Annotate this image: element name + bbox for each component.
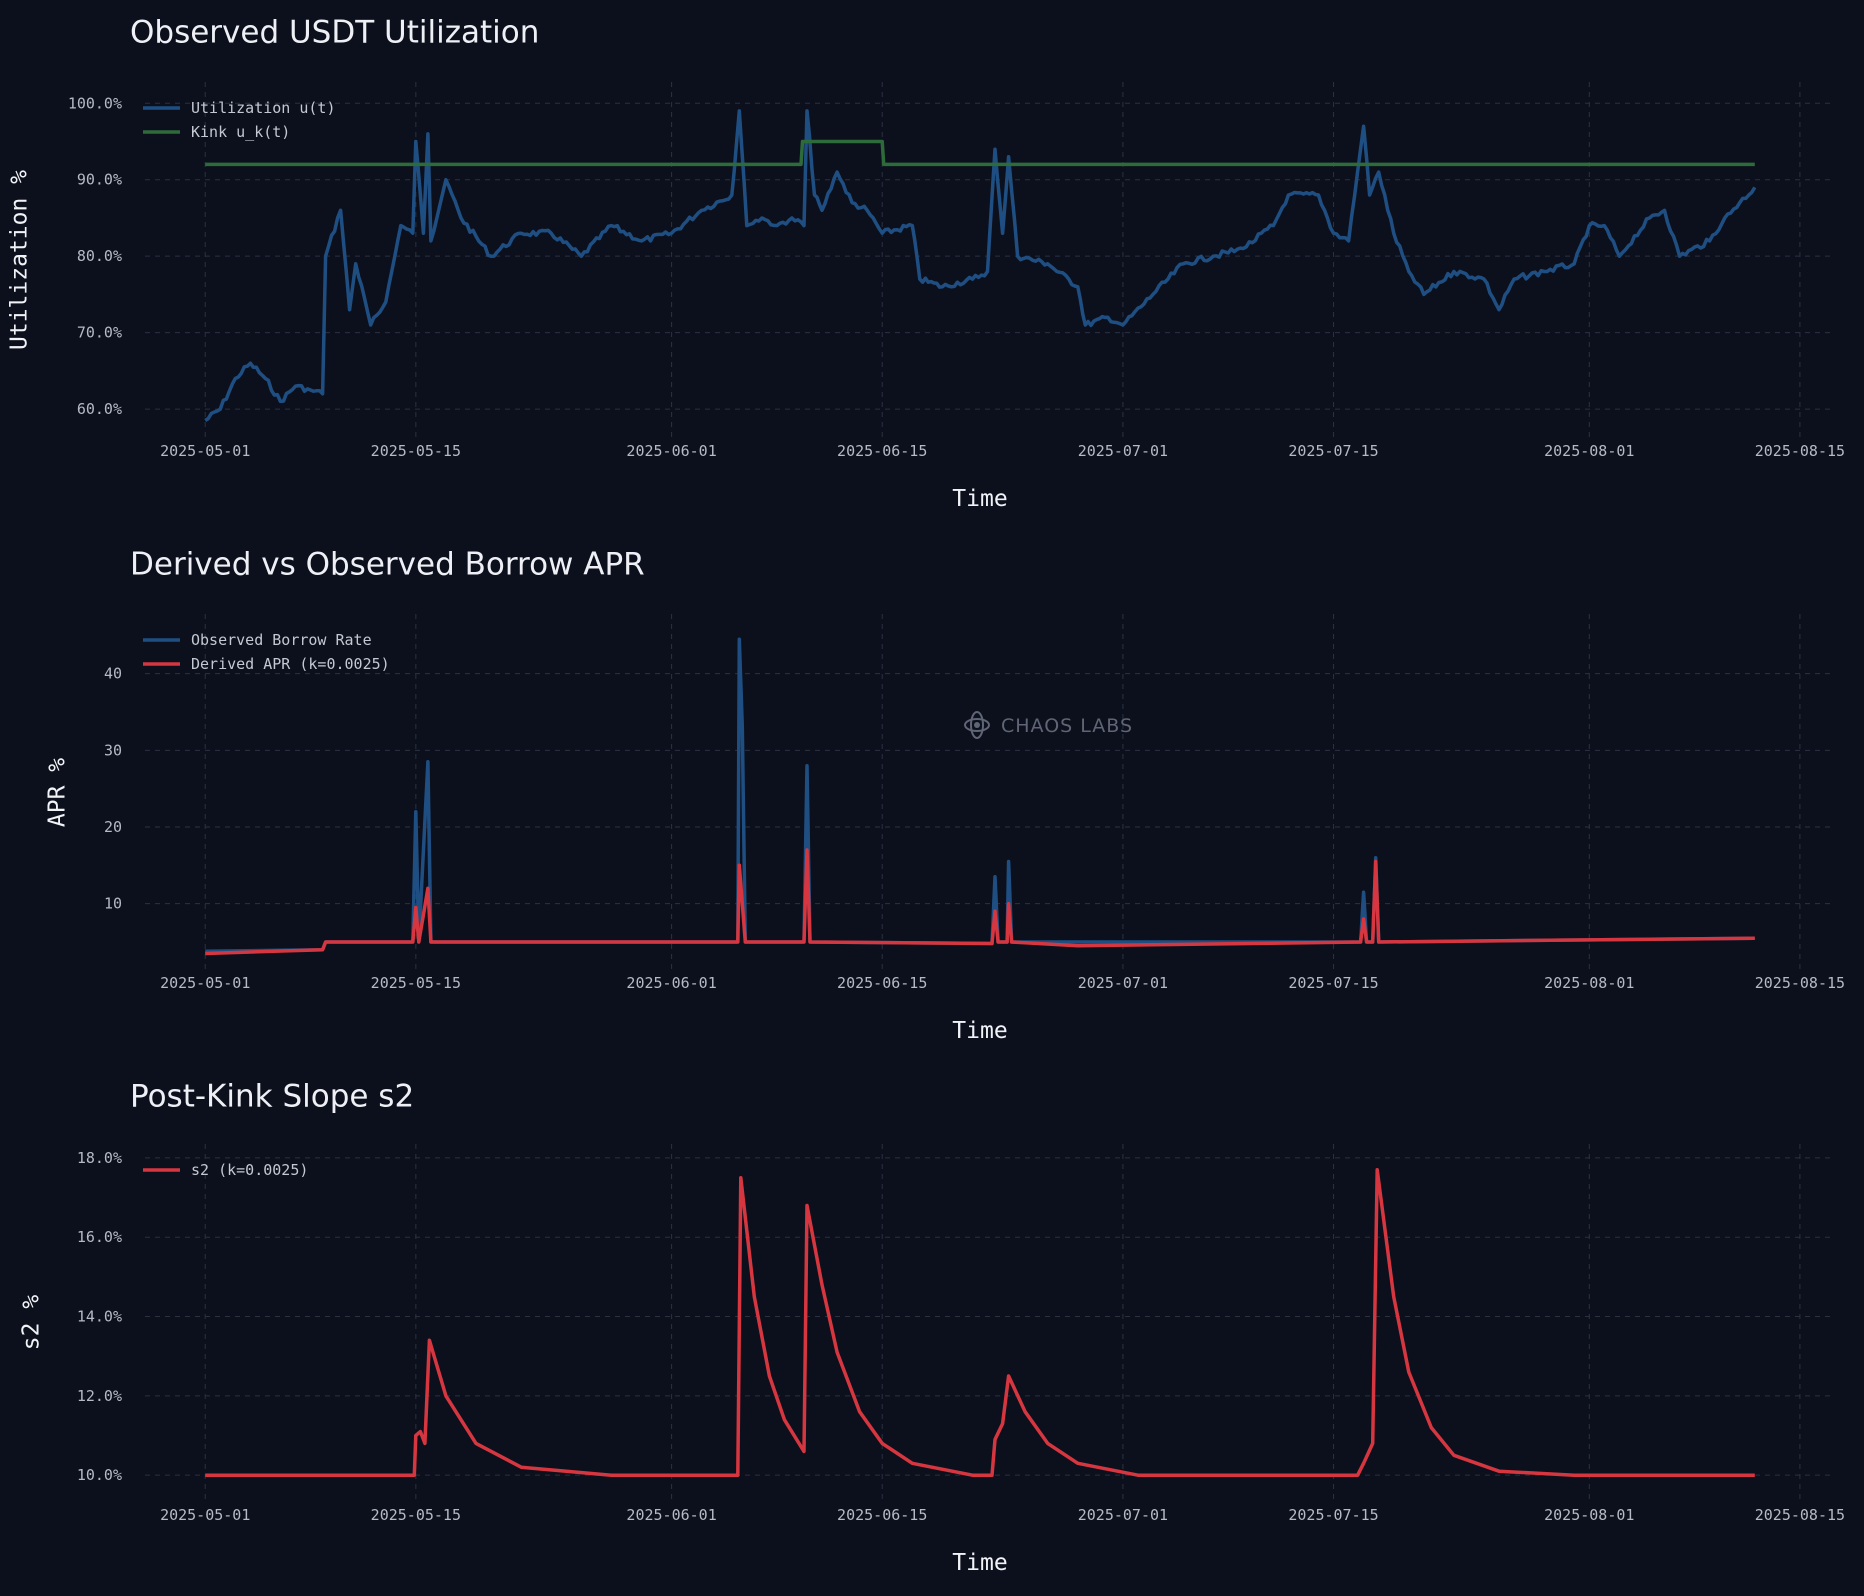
y-axis-label: APR % (45, 758, 71, 827)
legend-entry: Kink u_k(t) (191, 123, 290, 141)
x-tick-label: 2025-08-15 (1755, 974, 1845, 992)
y-tick-label: 60.0% (77, 400, 122, 418)
chart-title: Derived vs Observed Borrow APR (130, 547, 645, 583)
y-tick-label: 16.0% (77, 1228, 122, 1246)
x-tick-label: 2025-06-15 (837, 1506, 927, 1524)
y-tick-label: 90.0% (77, 171, 122, 189)
chart-panel-2: Derived vs Observed Borrow APR 10 20 30 40 20… (45, 547, 1846, 1045)
y-tick-label: 14.0% (77, 1308, 122, 1326)
y-tick-label: 100.0% (68, 94, 122, 112)
y-tick-label: 70.0% (77, 324, 122, 342)
legend-entry: Derived APR (k=0.0025) (191, 655, 390, 673)
x-tick-label: 2025-05-01 (160, 974, 250, 992)
chaos-labs-watermark: CHAOS LABS (964, 711, 1133, 739)
watermark-text: CHAOS LABS (1001, 715, 1133, 737)
x-tick-label: 2025-06-01 (626, 974, 716, 992)
x-tick-label: 2025-08-15 (1755, 442, 1845, 460)
x-tick-label: 2025-05-01 (160, 442, 250, 460)
x-tick-label: 2025-07-15 (1288, 1506, 1378, 1524)
chart-title: Post-Kink Slope s2 (130, 1079, 414, 1115)
x-tick-label: 2025-05-15 (371, 442, 461, 460)
y-axis-label: s2 % (19, 1295, 45, 1351)
x-tick-label: 2025-07-01 (1078, 442, 1168, 460)
chaos-labs-logo-icon (964, 711, 990, 739)
x-tick-label: 2025-06-01 (626, 1506, 716, 1524)
series-line-1 (204, 109, 1757, 422)
x-tick-label: 2025-06-15 (837, 974, 927, 992)
x-tick-label: 2025-05-01 (160, 1506, 250, 1524)
series-line-2 (205, 139, 1755, 167)
y-tick-label: 10.0% (77, 1466, 122, 1484)
series-line-2 (205, 848, 1755, 956)
x-tick-label: 2025-08-01 (1544, 442, 1634, 460)
x-tick-label: 2025-06-01 (626, 442, 716, 460)
y-tick-label: 10 (104, 895, 122, 913)
x-tick-label: 2025-07-01 (1078, 974, 1168, 992)
y-tick-label: 40 (104, 665, 122, 683)
x-axis-label: Time (952, 1550, 1007, 1576)
chart-title: Observed USDT Utilization (130, 15, 539, 51)
y-tick-label: 30 (104, 741, 122, 759)
x-tick-label: 2025-07-15 (1288, 974, 1378, 992)
x-tick-label: 2025-07-15 (1288, 442, 1378, 460)
x-tick-label: 2025-07-01 (1078, 1506, 1168, 1524)
y-tick-label: 18.0% (77, 1149, 122, 1167)
legend-entry: Utilization u(t) (191, 99, 336, 117)
series-line-1 (205, 1168, 1755, 1477)
legend-entry: Observed Borrow Rate (191, 631, 372, 649)
chart-panel-1: Observed USDT Utilization 60.0% 70.0% 80.0%… (7, 15, 1846, 513)
x-axis-label: Time (952, 486, 1007, 512)
y-tick-label: 20 (104, 818, 122, 836)
x-tick-label: 2025-05-15 (371, 1506, 461, 1524)
y-axis-label: Utilization % (7, 170, 33, 350)
y-tick-label: 12.0% (77, 1387, 122, 1405)
x-tick-label: 2025-05-15 (371, 974, 461, 992)
x-tick-label: 2025-08-01 (1544, 974, 1634, 992)
x-axis-label: Time (952, 1018, 1007, 1044)
series-line-1 (205, 637, 1755, 953)
x-tick-label: 2025-08-15 (1755, 1506, 1845, 1524)
x-tick-label: 2025-06-15 (837, 442, 927, 460)
chart-panel-3: Post-Kink Slope s2 10.0% 12.0% 14.0% 16.0% 18… (19, 1079, 1846, 1577)
x-tick-label: 2025-08-01 (1544, 1506, 1634, 1524)
legend-entry: s2 (k=0.0025) (191, 1161, 308, 1179)
y-tick-label: 80.0% (77, 247, 122, 265)
